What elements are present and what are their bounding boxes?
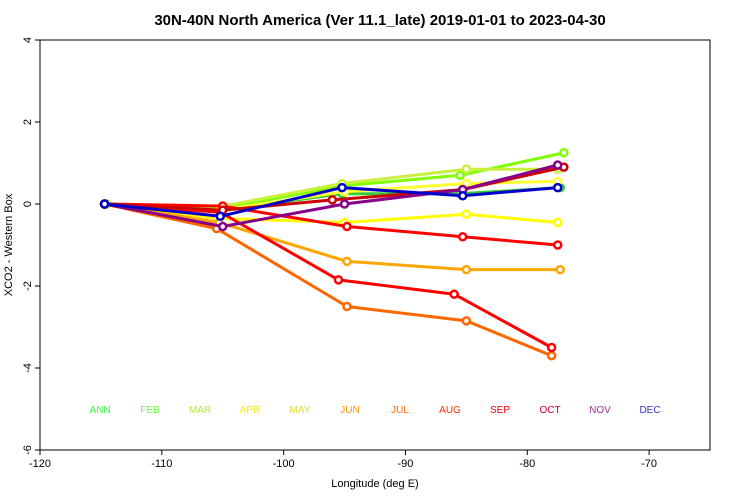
y-tick-label: -6 (22, 445, 34, 455)
x-tick-label: -70 (641, 458, 657, 470)
y-axis-label: XCO2 - Western Box (3, 193, 15, 296)
legend-entry-ann: ANN (89, 405, 110, 416)
data-point (342, 301, 352, 312)
x-tick-label: -100 (273, 458, 295, 470)
y-tick-label: 4 (22, 37, 34, 43)
y-tick-label: 2 (22, 119, 34, 125)
legend: ANN FEB MAR APR MAY JUN JUL AUG SEP OCT NOV DEC (89, 405, 660, 416)
x-tick-label: -110 (151, 458, 172, 470)
x-axis-label: Longitude (deg E) (331, 478, 418, 490)
data-point (461, 209, 472, 219)
data-point (461, 164, 472, 174)
x-tick-label: -90 (398, 458, 414, 470)
data-point (455, 170, 466, 181)
data-point (342, 221, 352, 232)
series-layer (99, 148, 569, 361)
series-line (104, 202, 561, 272)
data-point (333, 275, 344, 285)
legend-entry-aug: AUG (439, 405, 461, 416)
chart-title: 30N-40N North America (Ver 11.1_late) 20… (154, 12, 605, 29)
data-point (546, 342, 557, 353)
legend-entry-jul: JUL (391, 405, 409, 416)
data-point (457, 232, 468, 242)
plot-area-frame (39, 39, 711, 451)
data-point (342, 256, 352, 267)
data-point (552, 217, 563, 228)
data-point (559, 148, 569, 158)
legend-entry-nov: NOV (589, 405, 611, 416)
y-tick-label: -2 (22, 281, 34, 291)
data-point (457, 191, 468, 201)
data-point (327, 195, 338, 205)
data-point (546, 350, 557, 361)
data-point (555, 264, 565, 275)
data-point (217, 221, 228, 232)
data-point (552, 182, 563, 193)
data-point (449, 289, 459, 299)
series-dec (99, 182, 563, 222)
data-point (337, 182, 347, 193)
x-tick-label: -80 (519, 458, 535, 470)
legend-entry-feb: FEB (140, 405, 160, 416)
x-tick-label: -120 (29, 458, 51, 470)
data-point (461, 264, 472, 275)
legend-entry-mar: MAR (189, 405, 211, 416)
data-point (552, 240, 563, 250)
legend-entry-jun: JUN (340, 405, 359, 416)
data-point (99, 199, 110, 209)
data-point (552, 160, 563, 170)
axis-ticks: -120 -110 -100 -90 -80 -70 -6 -4 -2 0 2 4 (22, 37, 657, 470)
legend-entry-may: MAY (290, 405, 311, 416)
series-line (104, 202, 553, 349)
data-point (215, 211, 226, 222)
y-tick-label: -4 (22, 363, 34, 373)
legend-entry-sep: SEP (490, 405, 510, 416)
y-tick-label: 0 (22, 201, 34, 207)
legend-entry-oct: OCT (539, 405, 560, 416)
legend-entry-apr: APR (240, 405, 261, 416)
series-line (104, 202, 553, 358)
data-point (461, 316, 472, 326)
data-point (339, 199, 350, 209)
legend-entry-dec: DEC (639, 405, 660, 416)
